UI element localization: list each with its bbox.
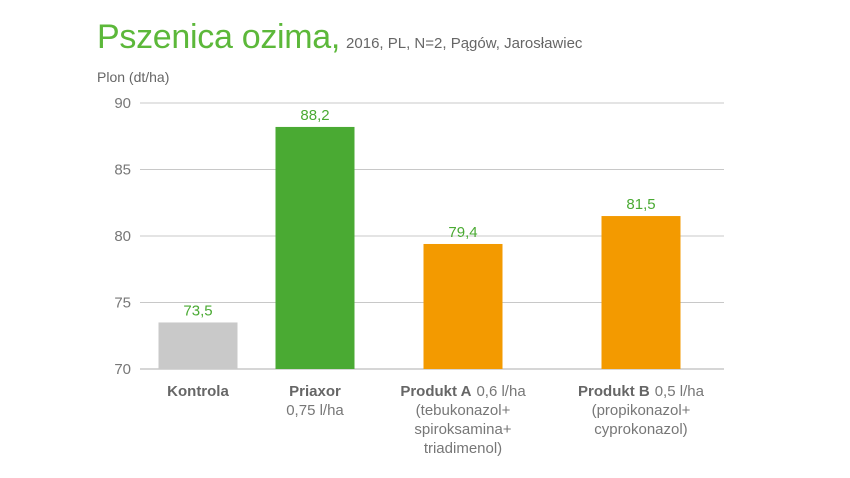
chart-title: Pszenica ozima, xyxy=(97,18,341,56)
chart-title-row: Pszenica ozima, 2016, PL, N=2, Pągów, Jar… xyxy=(97,18,582,57)
category-label: Priaxor xyxy=(289,383,341,400)
category-detail: spiroksamina+ xyxy=(414,421,511,438)
bars xyxy=(158,126,681,369)
y-tick-label: 70 xyxy=(114,361,131,378)
category-labels: Kontrola Priaxor 0,75 l/ha Produkt A 0,6 l/h… xyxy=(167,383,704,457)
category-detail: (tebukonazol+ xyxy=(416,402,511,419)
y-tick-label: 80 xyxy=(114,228,131,245)
category-label: Kontrola xyxy=(167,383,229,400)
y-axis-label: Plon (dt/ha) xyxy=(97,69,169,85)
category-name: Kontrola xyxy=(167,383,229,400)
category-name: Priaxor xyxy=(289,383,341,400)
category-dose: 0,75 l/ha xyxy=(286,402,344,419)
category-detail: triadimenol) xyxy=(424,440,502,457)
y-tick-label: 90 xyxy=(114,95,131,112)
value-labels: 73,5 88,2 79,4 81,5 xyxy=(183,107,655,320)
category-detail: (propikonazol+ xyxy=(592,402,691,419)
bar xyxy=(423,243,503,369)
bar xyxy=(601,216,681,369)
y-tick-label: 85 xyxy=(114,162,131,179)
value-label: 81,5 xyxy=(626,196,655,213)
y-axis-ticks: 70 75 80 85 90 xyxy=(114,95,131,378)
value-label: 73,5 xyxy=(183,302,212,319)
category-label: Produkt B 0,5 l/ha xyxy=(578,383,705,400)
category-detail: cyprokonazol) xyxy=(594,421,687,438)
bar xyxy=(275,126,355,369)
bar xyxy=(158,322,238,369)
category-name: Produkt B xyxy=(578,383,650,400)
category-label: Produkt A 0,6 l/ha xyxy=(400,383,526,400)
chart-subtitle: 2016, PL, N=2, Pągów, Jarosławiec xyxy=(346,35,583,52)
category-name: Produkt A xyxy=(400,383,471,400)
value-label: 88,2 xyxy=(300,107,329,124)
category-dose: 0,5 l/ha xyxy=(655,383,705,400)
value-label: 79,4 xyxy=(448,224,477,241)
category-dose: 0,6 l/ha xyxy=(476,383,526,400)
y-tick-label: 75 xyxy=(114,295,131,312)
